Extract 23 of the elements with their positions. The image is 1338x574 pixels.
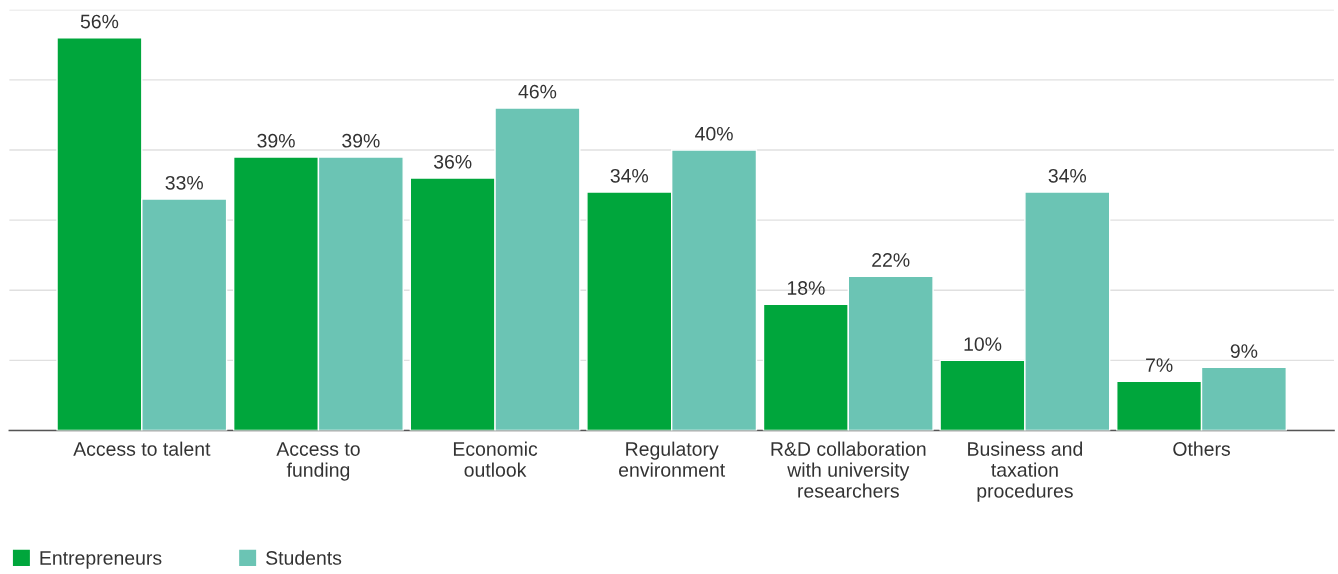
- data-label: 34%: [610, 168, 649, 183]
- data-label: 9%: [1230, 344, 1258, 358]
- data-label: 33%: [165, 175, 203, 190]
- x-tick-label: Access to funding: [276, 442, 360, 481]
- data-label: 39%: [342, 133, 380, 148]
- x-tick-label: Business and taxation procedures: [968, 441, 1083, 502]
- data-label: 18%: [787, 281, 825, 295]
- x-tick-label: R&D collaboration with university researchers: [771, 441, 926, 498]
- data-label: 7%: [1146, 358, 1173, 372]
- x-tick-label: Access to talent: [73, 441, 211, 456]
- data-label: 34%: [1048, 168, 1087, 183]
- x-tick-label: Regulatory environment: [619, 441, 726, 477]
- data-label: 46%: [518, 84, 557, 99]
- data-label: 56%: [80, 14, 119, 29]
- data-label: 36%: [433, 154, 472, 169]
- legend-label: Entrepreneurs: [40, 551, 162, 569]
- data-label: 22%: [872, 253, 910, 267]
- legend-label: Students: [266, 550, 342, 565]
- x-tick-label: Economic outlook: [453, 441, 538, 477]
- x-tick-label: Others: [1173, 441, 1230, 456]
- data-label: 39%: [257, 133, 295, 148]
- data-label: 10%: [964, 337, 1002, 351]
- data-label: 40%: [695, 126, 733, 141]
